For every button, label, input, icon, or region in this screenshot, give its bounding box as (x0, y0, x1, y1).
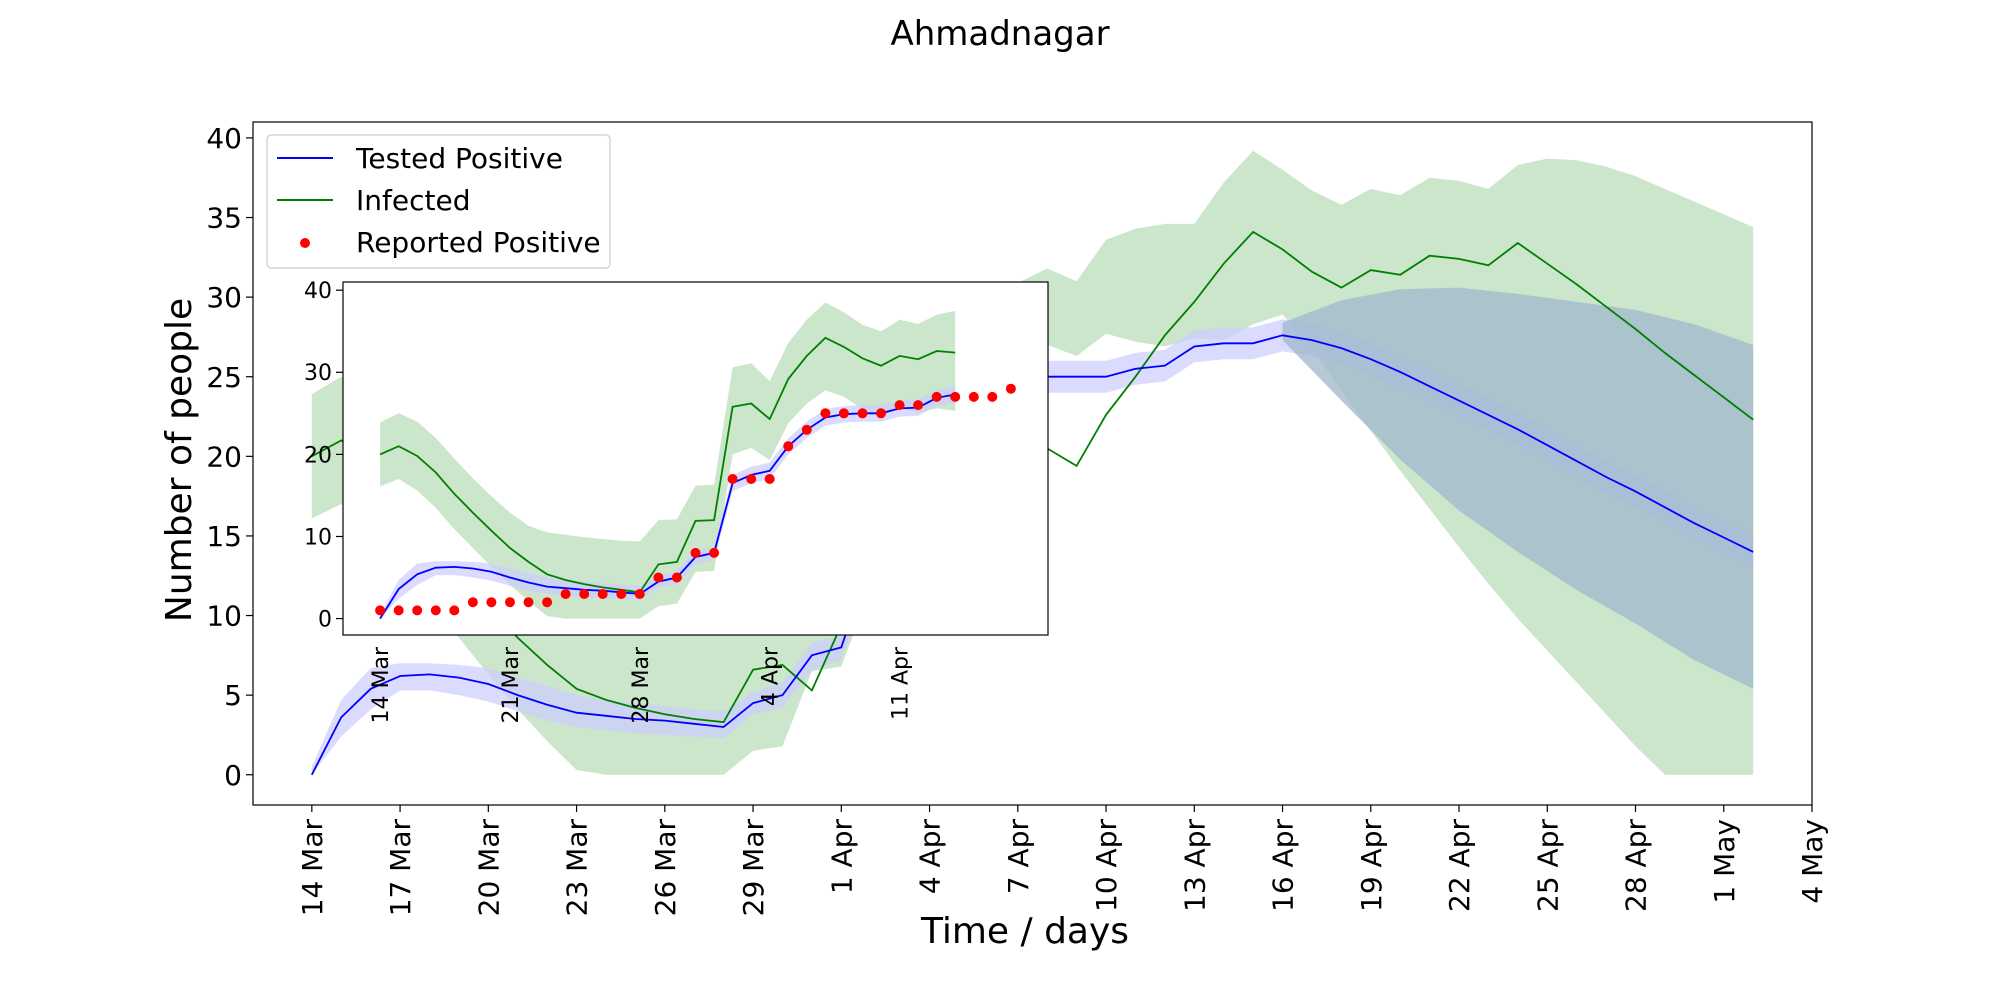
inset-reported-positive-point (968, 391, 979, 402)
inset-reported-positive-point (857, 408, 868, 419)
inset-reported-positive-point (1005, 383, 1016, 394)
main-x-tick-label: 17 Mar (384, 819, 417, 917)
main-y-tick-label: 0 (224, 759, 242, 792)
main-x-tick-label: 19 Apr (1355, 819, 1388, 912)
main-x-tick-label: 23 Mar (561, 819, 594, 917)
legend-box (266, 134, 611, 269)
inset-reported-positive-point (801, 424, 812, 435)
legend: Tested Positive Infected Reported Positive (266, 134, 611, 269)
inset-y-tick-label: 0 (318, 608, 332, 633)
chart-title: Ahmadnagar (890, 14, 1109, 54)
inset-reported-positive-point (634, 589, 645, 599)
main-x-tick-label: 16 Apr (1267, 819, 1300, 912)
main-band-uncertainty-overlap- (1282, 287, 1754, 689)
main-x-tick-label: 26 Mar (649, 819, 682, 917)
inset-frame (342, 281, 1049, 636)
inset-reported-positive-point (820, 408, 831, 419)
inset-reported-positive-point (746, 474, 757, 484)
main-x-tick-label: 7 Apr (1002, 819, 1035, 895)
inset-x-tick-label: 21 Mar (499, 646, 524, 723)
inset-reported-positive-point (876, 408, 886, 419)
inset-reported-positive-point (505, 597, 515, 608)
inset-y-tick-label: 40 (304, 279, 332, 304)
x-axis-label: Time / days (920, 911, 1129, 952)
main-x-tick-label: 1 Apr (825, 819, 858, 895)
inset-reported-positive-point (412, 605, 423, 616)
inset-band-infected (380, 302, 956, 619)
main-y-tick-label: 20 (206, 440, 242, 473)
inset-reported-positive-point (987, 391, 998, 402)
inset-plot-area: 0 10 20 30 40 14 Mar 21 Mar 28 Mar 4 Apr 11 Apr (304, 279, 1049, 724)
inset-reported-positive-point (579, 589, 590, 599)
main-x-tick-label: 14 Mar (296, 819, 329, 917)
main-x-tick-label: 22 Apr (1443, 819, 1476, 912)
inset-x-tick-label: 14 Mar (369, 646, 394, 723)
inset-reported-positive-point (671, 572, 682, 583)
inset-reported-positive-point (597, 589, 608, 599)
main-x-tick-label: 29 Mar (737, 819, 770, 917)
main-y-tick-label: 25 (206, 361, 242, 394)
inset-reported-positive-point (486, 597, 497, 608)
main-x-tick-label: 28 Apr (1620, 819, 1653, 912)
inset-x-tick-label: 4 Apr (759, 646, 784, 706)
inset-reported-positive-point (690, 547, 701, 558)
inset-reported-positive-point (430, 605, 441, 616)
inset-reported-positive-point (449, 605, 460, 616)
inset-reported-positive-point (616, 589, 627, 599)
inset-reported-positive-point (393, 605, 404, 616)
inset-reported-positive-point (560, 589, 571, 599)
inset-reported-positive-point (764, 474, 775, 484)
main-x-tick-label: 4 Apr (914, 819, 947, 895)
inset-reported-positive-point (838, 408, 849, 419)
legend-label-infected: Infected (356, 184, 470, 217)
main-x-tick-label: 20 Mar (472, 819, 505, 917)
main-y-tick-label: 15 (206, 520, 242, 553)
main-y-tick-label: 5 (224, 679, 242, 712)
inset-reported-positive-point (542, 597, 553, 608)
inset-y-tick-label: 10 (304, 525, 332, 550)
inset-reported-positive-point (467, 597, 478, 608)
y-axis-label: Number of people (159, 298, 200, 622)
inset-y-tick-label: 30 (304, 361, 332, 386)
inset-reported-positive-point (783, 441, 794, 452)
inset-reported-positive-point (931, 391, 942, 402)
inset-reported-positive-point (523, 597, 534, 608)
main-y-tick-label: 10 (206, 600, 242, 633)
inset-x-tick-label: 11 Apr (889, 646, 914, 720)
legend-label-reported-positive: Reported Positive (356, 226, 601, 259)
main-y-tick-label: 40 (206, 122, 242, 155)
main-y-tick-label: 30 (206, 281, 242, 314)
inset-reported-positive-point (727, 474, 738, 484)
main-frame (252, 121, 1813, 806)
inset-y-tick-label: 20 (304, 443, 332, 468)
main-x-tick-label: 13 Apr (1178, 819, 1211, 912)
main-x-tick-label: 25 Apr (1531, 819, 1564, 912)
inset-x-tick-label: 28 Mar (629, 646, 654, 723)
inset-reported-positive-point (894, 400, 905, 411)
legend-marker-reported-positive (300, 238, 310, 248)
inset-reported-positive-point (709, 547, 720, 558)
inset-reported-positive-point (653, 572, 664, 583)
main-y-tick-label: 35 (206, 202, 242, 235)
inset-reported-positive-point (375, 605, 386, 616)
main-x-tick-label: 10 Apr (1090, 819, 1123, 912)
legend-label-tested-positive: Tested Positive (355, 142, 563, 175)
main-x-tick-label: 1 May (1708, 819, 1741, 904)
inset-line-infected (379, 336, 956, 594)
inset-reported-positive-point (913, 400, 924, 411)
inset-reported-positive-point (950, 391, 961, 402)
main-x-tick-label: 4 May (1796, 819, 1829, 904)
